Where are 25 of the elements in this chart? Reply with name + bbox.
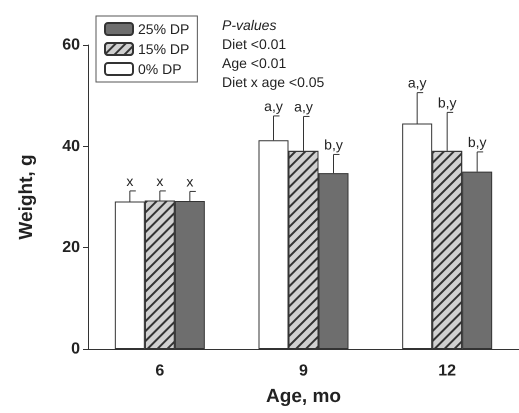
data-label: a,y (408, 74, 427, 91)
x-tick-label: 6 (155, 362, 164, 380)
y-tick-label: 0 (71, 340, 80, 358)
y-axis-title: Weight, g (16, 154, 37, 240)
x-tick-label: 12 (438, 362, 456, 380)
annotation: Age <0.01 (222, 55, 286, 71)
data-label: a,y (294, 98, 313, 114)
data-label: x (126, 172, 134, 189)
y-tick-label: 40 (62, 138, 80, 155)
legend-label: 25% DP (138, 21, 190, 37)
annotation: Diet <0.01 (222, 36, 286, 52)
x-tick-label: 9 (299, 362, 308, 380)
y-tick-label: 20 (62, 239, 80, 256)
text: P-values (222, 17, 276, 33)
legend-label: 15% DP (138, 41, 190, 57)
data-label: x (156, 172, 164, 189)
annotation: Diet x age <0.05 (222, 74, 325, 90)
y-tick-label: 60 (62, 36, 80, 54)
data-label: b,y (324, 136, 343, 152)
data-label: b,y (468, 134, 487, 150)
legend-label: 0% DP (138, 61, 182, 77)
data-label: x (186, 173, 194, 190)
x-axis-title: Age, mo (266, 386, 341, 407)
data-label: a,y (264, 98, 283, 114)
data-label: b,y (438, 94, 457, 110)
